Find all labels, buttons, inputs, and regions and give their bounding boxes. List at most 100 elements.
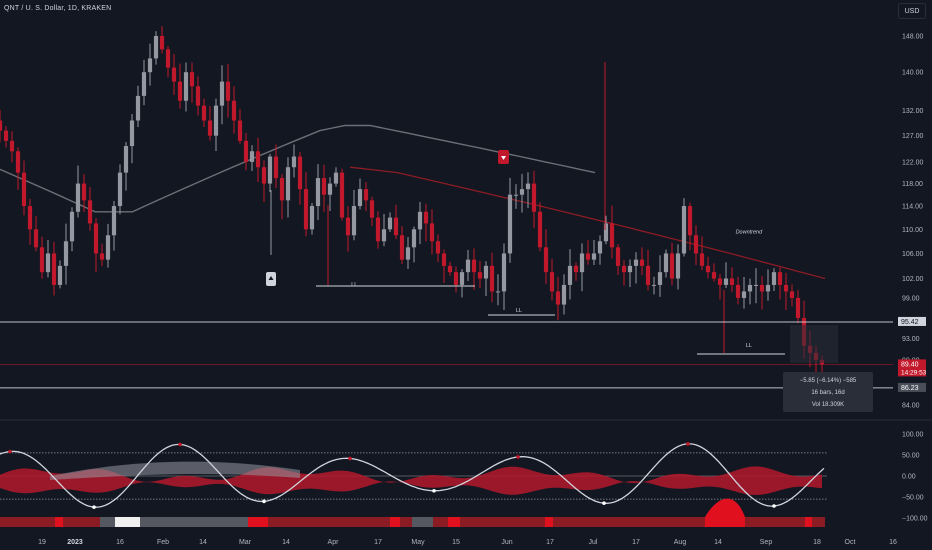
candle-body — [333, 172, 339, 184]
candle-body — [447, 265, 453, 273]
price-tag — [898, 316, 926, 326]
candle-body — [513, 194, 519, 196]
candle-body — [585, 253, 591, 260]
candle-body — [693, 235, 699, 254]
price-tag — [898, 382, 926, 392]
buy-marker-arrow — [268, 276, 274, 280]
x-tick-label: Feb — [157, 539, 169, 546]
heat-strip-segment — [248, 517, 268, 527]
x-tick-label: 2023 — [67, 539, 83, 546]
candle-body — [63, 241, 69, 266]
x-tick-label: 14 — [714, 539, 722, 546]
candle-body — [459, 272, 465, 285]
x-tick-label: 17 — [546, 539, 554, 546]
y-tick-label: 140.00 — [902, 70, 924, 77]
y-tick-label: 118.00 — [902, 181, 923, 188]
candle-body — [417, 211, 423, 230]
candle-body — [219, 81, 225, 106]
candle-body — [735, 284, 741, 298]
candle-body — [705, 265, 711, 273]
osc-y-tick-label: −50.00 — [902, 495, 924, 502]
candle-body — [615, 247, 621, 266]
candle-body — [267, 156, 273, 184]
candle-body — [501, 253, 507, 292]
candle-body — [669, 253, 675, 279]
candle-body — [339, 172, 345, 218]
x-tick-label: Aug — [674, 539, 687, 546]
candle-body — [291, 156, 297, 168]
heat-strip-segment — [745, 517, 805, 527]
candle-body — [57, 265, 63, 285]
candle-body — [9, 140, 15, 152]
x-tick-label: Apr — [328, 539, 340, 546]
candle-body — [141, 72, 147, 96]
candle-body — [75, 183, 81, 212]
candle-body — [621, 265, 627, 273]
sell-marker-arrow — [501, 156, 506, 160]
osc-pivot-dot — [432, 488, 436, 493]
ll-label: LL — [746, 343, 752, 349]
osc-red-area — [0, 466, 822, 495]
candle-body — [699, 253, 705, 266]
candle-body — [111, 206, 117, 236]
x-tick-label: Sep — [760, 539, 773, 546]
candle-body — [651, 284, 657, 286]
price-tag — [898, 359, 926, 377]
candle-body — [723, 278, 729, 285]
candle-body — [573, 265, 579, 273]
candle-body — [171, 67, 177, 82]
candle-body — [261, 167, 267, 184]
candle-body — [39, 247, 45, 273]
osc-pivot-dot — [348, 456, 352, 461]
candle-body — [345, 217, 351, 236]
measure-region — [790, 325, 838, 363]
heat-strip-segment — [63, 517, 100, 527]
trend-annotation: Downtrend — [736, 229, 764, 235]
candle-body — [321, 178, 327, 195]
osc-y-tick-label: 0.00 — [902, 474, 916, 481]
osc-pivot-dot — [8, 449, 12, 454]
candle-body — [201, 105, 207, 121]
symbol-title: QNT / U. S. Dollar, 1D, KRAKEN — [4, 5, 112, 12]
heat-strip-segment — [115, 517, 140, 527]
osc-pivot-dot — [92, 505, 96, 509]
ma-red-line — [349, 166, 826, 280]
heat-strip-segment — [553, 517, 705, 527]
osc-pivot-dot — [772, 504, 776, 508]
candle-body — [465, 259, 471, 273]
heat-strip-segment — [140, 517, 248, 527]
candle-body — [567, 265, 573, 285]
candle-body — [753, 284, 759, 286]
x-tick-label: 14 — [282, 539, 290, 546]
price-tag-timer: 14:29:53 — [901, 369, 927, 376]
candle-body — [507, 194, 513, 254]
y-tick-label: 99.00 — [902, 295, 920, 302]
x-tick-label: 19 — [38, 539, 46, 546]
candle-body — [357, 189, 363, 207]
candle-body — [69, 211, 75, 242]
candle-body — [165, 49, 171, 68]
candle-body — [207, 120, 213, 136]
candle-body — [195, 86, 201, 106]
candle-body — [435, 241, 441, 254]
candle-body — [411, 229, 417, 248]
heat-strip-segment — [55, 517, 63, 527]
candle-body — [741, 291, 747, 298]
candle-body — [789, 291, 795, 298]
x-tick-label: Mar — [239, 539, 252, 546]
currency-button[interactable]: USD — [898, 3, 926, 19]
candle-body — [477, 272, 483, 279]
candle-body — [471, 259, 477, 273]
y-tick-label: 132.00 — [902, 108, 924, 115]
x-tick-label: Jul — [589, 539, 598, 546]
candle-body — [159, 36, 165, 50]
x-tick-label: Jun — [501, 539, 512, 546]
measure-tooltip — [783, 372, 873, 412]
candle-body — [519, 189, 525, 195]
candle-body — [99, 253, 105, 260]
candle-body — [297, 156, 303, 190]
candle-body — [327, 183, 333, 195]
heat-strip-segment — [433, 517, 448, 527]
heat-strip-segment — [460, 517, 545, 527]
